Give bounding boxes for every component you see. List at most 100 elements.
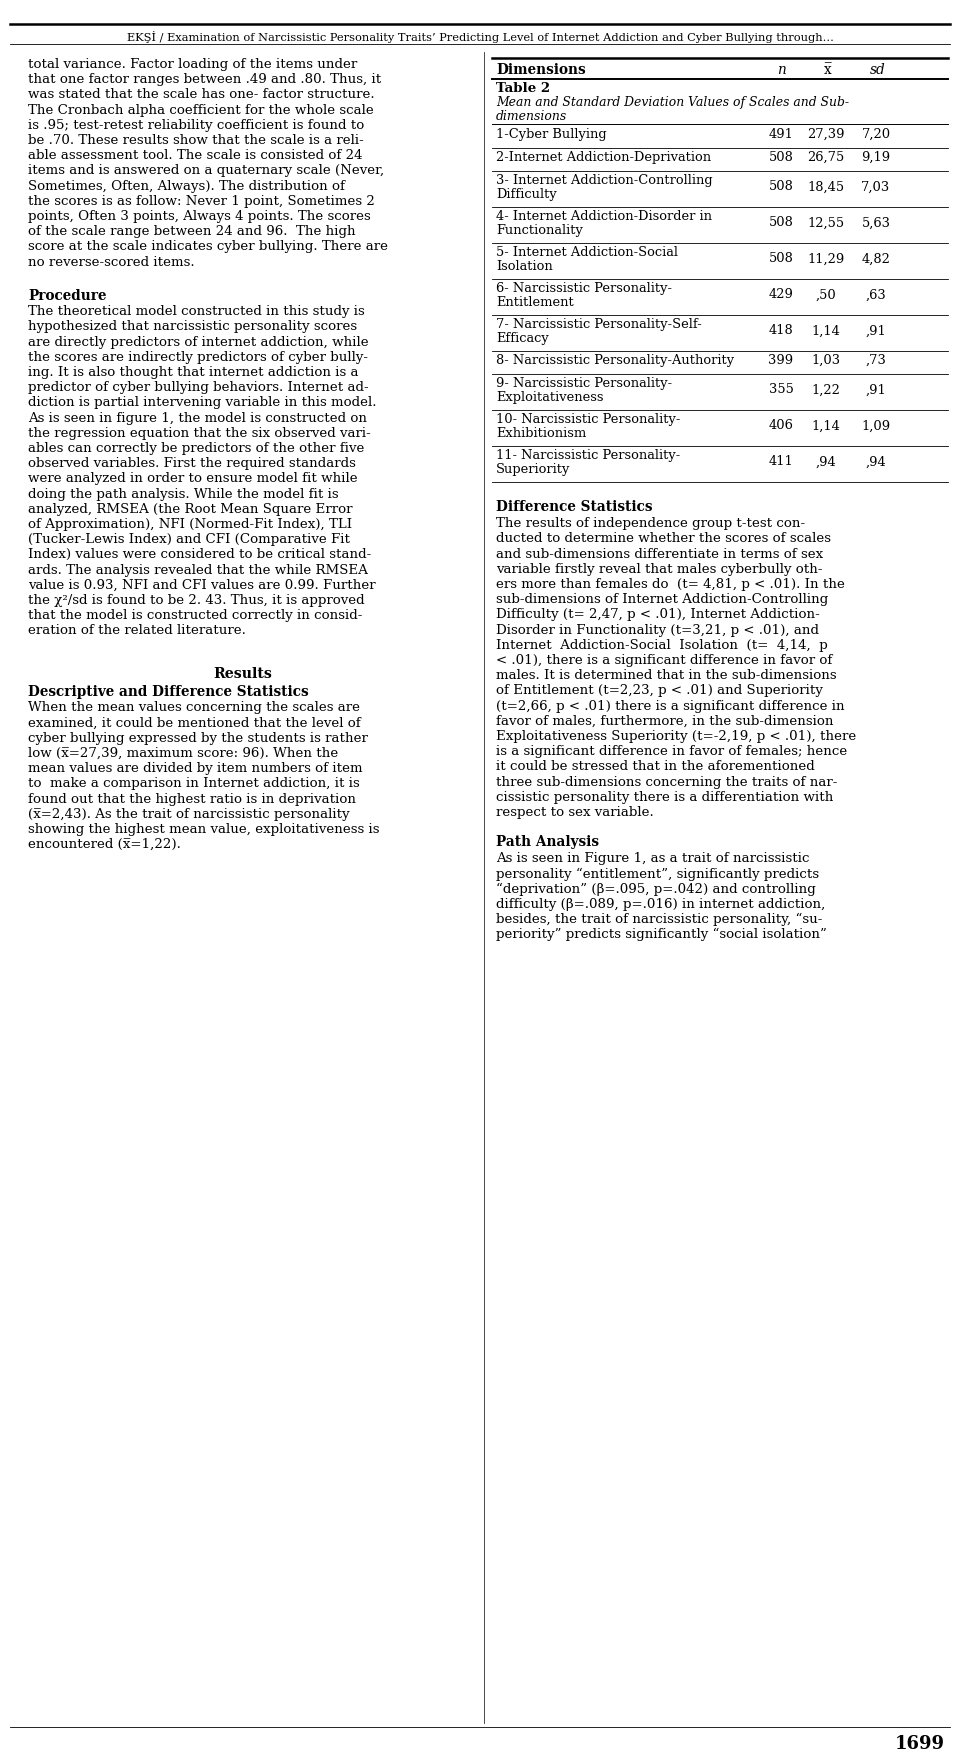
Text: 508: 508: [769, 216, 793, 230]
Text: Superiority: Superiority: [496, 463, 570, 475]
Text: 429: 429: [769, 287, 793, 302]
Text: eration of the related literature.: eration of the related literature.: [28, 624, 246, 638]
Text: 4,82: 4,82: [861, 252, 891, 265]
Text: sd: sd: [870, 63, 886, 77]
Text: respect to sex variable.: respect to sex variable.: [496, 806, 654, 819]
Text: ,50: ,50: [816, 287, 836, 302]
Text: ducted to determine whether the scores of scales: ducted to determine whether the scores o…: [496, 533, 831, 545]
Text: variable firstly reveal that males cyberbully oth-: variable firstly reveal that males cyber…: [496, 563, 823, 575]
Text: Results: Results: [213, 666, 273, 680]
Text: 11- Narcissistic Personality-: 11- Narcissistic Personality-: [496, 449, 681, 461]
Text: Difficulty (t= 2,47, p < .01), Internet Addiction-: Difficulty (t= 2,47, p < .01), Internet …: [496, 608, 820, 621]
Text: (t=2,66, p < .01) there is a significant difference in: (t=2,66, p < .01) there is a significant…: [496, 699, 845, 713]
Text: besides, the trait of narcissistic personality, “su-: besides, the trait of narcissistic perso…: [496, 913, 823, 926]
Text: 1,03: 1,03: [811, 354, 841, 366]
Text: analyzed, RMSEA (the Root Mean Square Error: analyzed, RMSEA (the Root Mean Square Er…: [28, 503, 352, 515]
Text: predictor of cyber bullying behaviors. Internet ad-: predictor of cyber bullying behaviors. I…: [28, 380, 369, 394]
Text: points, Often 3 points, Always 4 points. The scores: points, Often 3 points, Always 4 points.…: [28, 210, 371, 223]
Text: ers more than females do  (t= 4,81, p < .01). In the: ers more than females do (t= 4,81, p < .…: [496, 578, 845, 591]
Text: Entitlement: Entitlement: [496, 296, 574, 309]
Text: of Entitlement (t=2,23, p < .01) and Superiority: of Entitlement (t=2,23, p < .01) and Sup…: [496, 684, 823, 698]
Text: 508: 508: [769, 181, 793, 193]
Text: Difficulty: Difficulty: [496, 188, 557, 202]
Text: diction is partial intervening variable in this model.: diction is partial intervening variable …: [28, 396, 376, 410]
Text: be .70. These results show that the scale is a reli-: be .70. These results show that the scal…: [28, 133, 364, 147]
Text: periority” predicts significantly “social isolation”: periority” predicts significantly “socia…: [496, 927, 827, 941]
Text: cyber bullying expressed by the students is rather: cyber bullying expressed by the students…: [28, 731, 368, 745]
Text: value is 0.93, NFI and CFI values are 0.99. Further: value is 0.93, NFI and CFI values are 0.…: [28, 578, 375, 593]
Text: 2-Internet Addiction-Deprivation: 2-Internet Addiction-Deprivation: [496, 151, 711, 163]
Text: the scores are indirectly predictors of cyber bully-: the scores are indirectly predictors of …: [28, 351, 368, 365]
Text: was stated that the scale has one- factor structure.: was stated that the scale has one- facto…: [28, 88, 374, 102]
Text: ing. It is also thought that internet addiction is a: ing. It is also thought that internet ad…: [28, 366, 358, 379]
Text: observed variables. First the required standards: observed variables. First the required s…: [28, 458, 356, 470]
Text: is a significant difference in favor of females; hence: is a significant difference in favor of …: [496, 745, 848, 759]
Text: Sometimes, Often, Always). The distribution of: Sometimes, Often, Always). The distribut…: [28, 179, 345, 193]
Text: sub-dimensions of Internet Addiction-Controlling: sub-dimensions of Internet Addiction-Con…: [496, 593, 828, 607]
Text: 1,14: 1,14: [811, 324, 840, 337]
Text: 399: 399: [768, 354, 794, 366]
Text: doing the path analysis. While the model fit is: doing the path analysis. While the model…: [28, 487, 339, 501]
Text: ,91: ,91: [866, 384, 886, 396]
Text: n: n: [777, 63, 785, 77]
Text: the regression equation that the six observed vari-: the regression equation that the six obs…: [28, 426, 371, 440]
Text: ,94: ,94: [816, 456, 836, 468]
Text: Exploitativeness Superiority (t=-2,19, p < .01), there: Exploitativeness Superiority (t=-2,19, p…: [496, 729, 856, 743]
Text: 418: 418: [769, 324, 793, 337]
Text: mean values are divided by item numbers of item: mean values are divided by item numbers …: [28, 763, 363, 775]
Text: favor of males, furthermore, in the sub-dimension: favor of males, furthermore, in the sub-…: [496, 715, 833, 727]
Text: 7,20: 7,20: [861, 128, 891, 140]
Text: 406: 406: [769, 419, 793, 433]
Text: of Approximation), NFI (Normed-Fit Index), TLI: of Approximation), NFI (Normed-Fit Index…: [28, 519, 352, 531]
Text: As is seen in figure 1, the model is constructed on: As is seen in figure 1, the model is con…: [28, 412, 367, 424]
Text: ,91: ,91: [866, 324, 886, 337]
Text: Descriptive and Difference Statistics: Descriptive and Difference Statistics: [28, 685, 308, 699]
Text: and sub-dimensions differentiate in terms of sex: and sub-dimensions differentiate in term…: [496, 547, 823, 561]
Text: it could be stressed that in the aforementioned: it could be stressed that in the aforeme…: [496, 761, 815, 773]
Text: Exploitativeness: Exploitativeness: [496, 391, 604, 403]
Text: ,73: ,73: [866, 354, 886, 366]
Text: is .95; test-retest reliability coefficient is found to: is .95; test-retest reliability coeffici…: [28, 119, 364, 131]
Text: 18,45: 18,45: [807, 181, 845, 193]
Text: total variance. Factor loading of the items under: total variance. Factor loading of the it…: [28, 58, 357, 72]
Text: were analyzed in order to ensure model fit while: were analyzed in order to ensure model f…: [28, 473, 358, 486]
Text: are directly predictors of internet addiction, while: are directly predictors of internet addi…: [28, 335, 369, 349]
Text: personality “entitlement”, significantly predicts: personality “entitlement”, significantly…: [496, 868, 819, 880]
Text: Procedure: Procedure: [28, 289, 107, 303]
Text: ,94: ,94: [866, 456, 886, 468]
Text: x̅: x̅: [825, 63, 831, 77]
Text: 508: 508: [769, 151, 793, 163]
Text: Disorder in Functionality (t=3,21, p < .01), and: Disorder in Functionality (t=3,21, p < .…: [496, 624, 819, 636]
Text: EKŞİ / Examination of Narcissistic Personality Traits’ Predicting Level of Inter: EKŞİ / Examination of Narcissistic Perso…: [127, 32, 833, 44]
Text: ,63: ,63: [866, 287, 886, 302]
Text: ards. The analysis revealed that the while RMSEA: ards. The analysis revealed that the whi…: [28, 564, 368, 577]
Text: 8- Narcissistic Personality-Authority: 8- Narcissistic Personality-Authority: [496, 354, 734, 366]
Text: examined, it could be mentioned that the level of: examined, it could be mentioned that the…: [28, 717, 361, 729]
Text: showing the highest mean value, exploitativeness is: showing the highest mean value, exploita…: [28, 822, 379, 836]
Text: 10- Narcissistic Personality-: 10- Narcissistic Personality-: [496, 412, 681, 426]
Text: score at the scale indicates cyber bullying. There are: score at the scale indicates cyber bully…: [28, 240, 388, 254]
Text: 27,39: 27,39: [807, 128, 845, 140]
Text: Difference Statistics: Difference Statistics: [496, 500, 653, 514]
Text: 12,55: 12,55: [807, 216, 845, 230]
Text: Path Analysis: Path Analysis: [496, 834, 599, 848]
Text: 11,29: 11,29: [807, 252, 845, 265]
Text: the χ²/sd is found to be 2. 43. Thus, it is approved: the χ²/sd is found to be 2. 43. Thus, it…: [28, 594, 365, 607]
Text: (Tucker-Lewis Index) and CFI (Comparative Fit: (Tucker-Lewis Index) and CFI (Comparativ…: [28, 533, 350, 547]
Text: Mean and Standard Deviation Values of Scales and Sub-: Mean and Standard Deviation Values of Sc…: [496, 96, 849, 109]
Text: 1,09: 1,09: [861, 419, 891, 433]
Text: 1,14: 1,14: [811, 419, 840, 433]
Text: The results of independence group t-test con-: The results of independence group t-test…: [496, 517, 805, 529]
Text: 4- Internet Addiction-Disorder in: 4- Internet Addiction-Disorder in: [496, 210, 712, 223]
Text: hypothesized that narcissistic personality scores: hypothesized that narcissistic personali…: [28, 321, 357, 333]
Text: no reverse-scored items.: no reverse-scored items.: [28, 256, 195, 268]
Text: 5,63: 5,63: [861, 216, 891, 230]
Text: low (x̅=27,39, maximum score: 96). When the: low (x̅=27,39, maximum score: 96). When …: [28, 747, 338, 761]
Text: Exhibitionism: Exhibitionism: [496, 426, 587, 440]
Text: Dimensions: Dimensions: [496, 63, 586, 77]
Text: encountered (x̅=1,22).: encountered (x̅=1,22).: [28, 838, 180, 852]
Text: Isolation: Isolation: [496, 259, 553, 273]
Text: of the scale range between 24 and 96.  The high: of the scale range between 24 and 96. Th…: [28, 224, 355, 238]
Text: ables can correctly be predictors of the other five: ables can correctly be predictors of the…: [28, 442, 365, 456]
Text: “deprivation” (β=.095, p=.042) and controlling: “deprivation” (β=.095, p=.042) and contr…: [496, 882, 816, 896]
